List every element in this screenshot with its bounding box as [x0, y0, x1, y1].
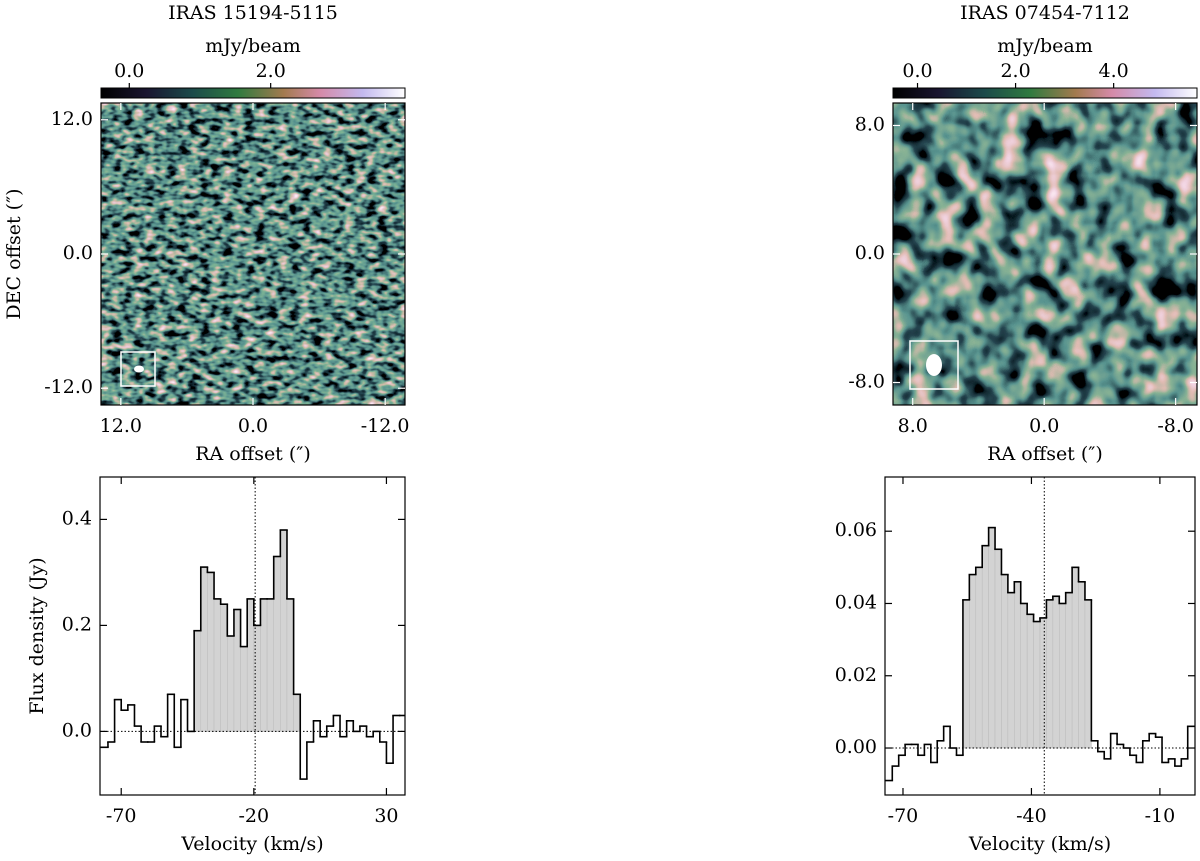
- shaded-bin: [1052, 596, 1060, 749]
- shaded-bin: [1014, 581, 1021, 749]
- x-tick-label: -12.0: [361, 415, 410, 437]
- shaded-bin: [293, 694, 301, 732]
- x-axis-label: RA offset (″): [195, 443, 311, 465]
- spectrum: [885, 477, 1195, 795]
- x-tick-label: -8.0: [1157, 415, 1194, 437]
- colorbar: [892, 87, 1198, 99]
- x-tick-label: -70: [106, 805, 137, 827]
- shaded-bin: [994, 549, 1002, 749]
- colorbar-tick-label: 0.0: [114, 60, 144, 82]
- colorbar-tick-label: 0.0: [902, 60, 932, 82]
- shaded-bin: [1039, 617, 1047, 749]
- frame: [99, 476, 406, 796]
- y-tick-label: 8.0: [855, 113, 885, 135]
- x-axis-label: Velocity (km/s): [180, 833, 323, 855]
- shaded-bin: [1001, 574, 1009, 749]
- x-axis-label: RA offset (″): [987, 443, 1103, 465]
- beam: [134, 365, 144, 373]
- y-tick-label: 0.06: [835, 519, 877, 541]
- colorbar-tick-label: 2.0: [256, 60, 286, 82]
- shaded-bin: [1007, 592, 1015, 749]
- x-tick-label: -10: [1145, 805, 1176, 827]
- beam-box: [909, 340, 959, 390]
- x-tick-label: 30: [374, 805, 398, 827]
- beam: [926, 354, 942, 376]
- shaded-bin: [1020, 603, 1028, 749]
- y-axis-label: DEC offset (″): [3, 188, 25, 319]
- y-tick-label: 0.4: [62, 507, 92, 529]
- y-tick-label: 0.0: [62, 719, 92, 741]
- map-image: [893, 103, 1197, 405]
- plots: 12.0 0.0 -12.0 -12.0 0.0 12.0 RA offset (″) DEC…: [3, 2, 1198, 855]
- shaded-bin: [286, 598, 294, 732]
- beam-markers: [120, 340, 959, 390]
- y-tick-label: 0.00: [835, 736, 877, 758]
- x-tick-label: -20: [239, 805, 270, 827]
- frame: [884, 476, 1196, 796]
- shaded-bin: [1059, 603, 1066, 749]
- x-tick-label: 0.0: [238, 415, 268, 437]
- chart-title: IRAS 15194-5115: [168, 2, 338, 24]
- shaded-bin: [266, 598, 274, 732]
- shaded-bin: [233, 609, 241, 732]
- shaded-bin: [969, 574, 977, 749]
- y-tick-label: 0.2: [62, 613, 92, 635]
- colorbar-tick-label: 2.0: [1000, 60, 1030, 82]
- y-tick-label: -8.0: [848, 371, 885, 393]
- shaded-bin: [988, 527, 996, 749]
- shaded-bin: [975, 567, 983, 749]
- shaded-bin: [273, 556, 281, 732]
- shaded-bin: [1026, 614, 1034, 749]
- shaded-bin: [1033, 621, 1041, 749]
- x-tick-label: -40: [1016, 805, 1047, 827]
- shaded-bin: [200, 566, 208, 732]
- beam-box: [120, 351, 156, 387]
- x-tick-label: 8.0: [898, 415, 928, 437]
- y-tick-label: 0.04: [835, 591, 877, 613]
- colorbar: [100, 87, 406, 99]
- shaded-bin: [193, 630, 202, 732]
- shaded-bin: [1084, 599, 1092, 749]
- x-tick-label: 12.0: [100, 415, 142, 437]
- shaded-bin: [260, 598, 268, 732]
- y-axis-label: Flux density (Jy): [26, 557, 48, 714]
- shaded-bin: [240, 646, 248, 732]
- shaded-bin: [213, 598, 221, 732]
- map-image: [101, 103, 405, 405]
- shaded-bin: [220, 603, 228, 732]
- shaded-bin: [1046, 599, 1054, 749]
- chart-title: IRAS 07454-7112: [960, 2, 1130, 24]
- y-tick-label: -12.0: [44, 376, 93, 398]
- x-axis-label: Velocity (km/s): [968, 833, 1111, 855]
- shaded-bin: [246, 598, 255, 732]
- colorbar-label: mJy/beam: [205, 35, 301, 57]
- y-tick-label: 0.0: [855, 242, 885, 264]
- colorbar-tick-label: 4.0: [1099, 60, 1129, 82]
- x-tick-label: -70: [888, 805, 919, 827]
- shaded-bin: [1078, 581, 1086, 749]
- y-tick-label: 0.0: [63, 242, 93, 264]
- shaded-bin: [227, 635, 235, 732]
- y-tick-label: 12.0: [51, 108, 93, 130]
- shaded-bin: [280, 529, 288, 732]
- x-tick-label: 0.0: [1029, 415, 1059, 437]
- shaded-bin: [962, 599, 970, 749]
- shaded-bin: [1071, 567, 1079, 749]
- shaded-bin: [207, 572, 215, 732]
- spectrum: [100, 477, 405, 795]
- y-tick-label: 0.02: [835, 664, 877, 686]
- shaded-bin: [1065, 592, 1073, 749]
- shaded-bin: [981, 545, 989, 749]
- colorbar-label: mJy/beam: [997, 35, 1093, 57]
